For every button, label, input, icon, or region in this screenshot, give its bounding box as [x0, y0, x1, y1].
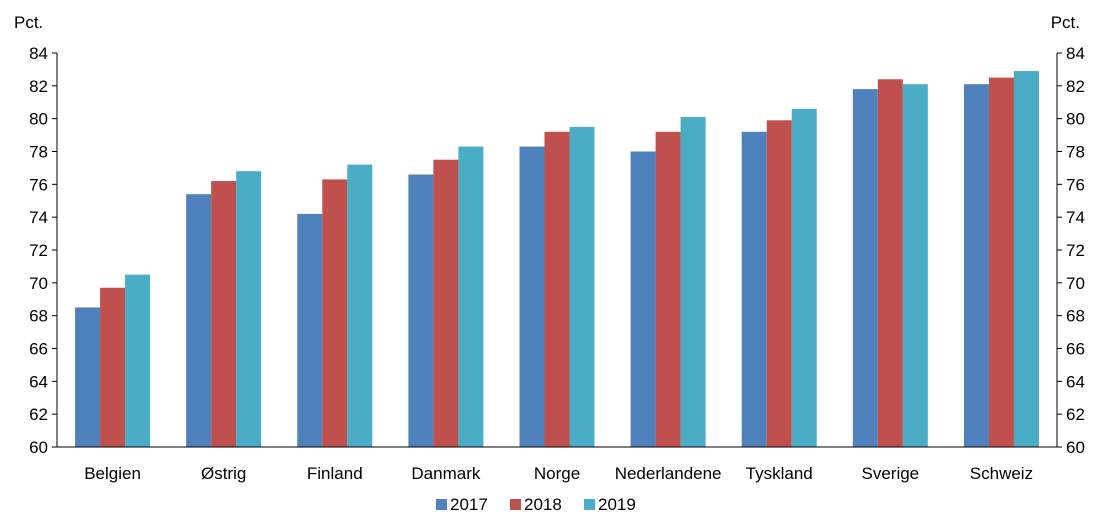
y-tick-label-left-62: 62 [29, 405, 48, 424]
bar-2019-nederlandene [680, 117, 706, 448]
legend: 2017 2018 2019 [436, 495, 636, 514]
y-tick-label-left-82: 82 [29, 77, 48, 96]
y-tick-label-left-76: 76 [29, 175, 48, 194]
y-tick-label-right-60: 60 [1066, 438, 1085, 457]
x-tick-label-finland: Finland [307, 464, 363, 483]
y-axis-label-right: Pct. [1051, 13, 1080, 32]
bar-2018-schweiz [988, 77, 1014, 447]
y-tick-label-right-70: 70 [1066, 274, 1085, 293]
y-tick-label-left-66: 66 [29, 340, 48, 359]
y-tick-label-right-78: 78 [1066, 143, 1085, 162]
bar-2019-belgien [125, 274, 151, 447]
y-tick-label-right-80: 80 [1066, 110, 1085, 129]
bar-2017-norge [519, 146, 545, 447]
bar-2018-sverige [877, 79, 903, 448]
y-tick-label-left-64: 64 [29, 372, 48, 391]
bar-2019-østrig [236, 171, 262, 447]
y-tick-label-right-68: 68 [1066, 307, 1085, 326]
bar-2018-tyskland [766, 120, 792, 447]
y-tick-label-right-66: 66 [1066, 340, 1085, 359]
bar-2017-østrig [186, 194, 212, 447]
x-tick-label-danmark: Danmark [411, 464, 480, 483]
y-tick-label-left-70: 70 [29, 274, 48, 293]
bar-2017-finland [297, 213, 323, 447]
y-tick-label-right-62: 62 [1066, 405, 1085, 424]
legend-label-2019: 2019 [598, 495, 636, 514]
bar-2017-danmark [408, 174, 434, 447]
x-tick-label-belgien: Belgien [84, 464, 141, 483]
bar-2018-norge [544, 131, 570, 448]
legend-label-2018: 2018 [524, 495, 562, 514]
y-tick-label-right-72: 72 [1066, 241, 1085, 260]
bar-2017-sverige [852, 89, 878, 447]
bar-2018-finland [322, 179, 348, 448]
bars-layer [75, 71, 1039, 448]
x-tick-label-nederlandene: Nederlandene [615, 464, 722, 483]
x-tick-label-østrig: Østrig [201, 464, 246, 483]
bar-2019-finland [347, 164, 373, 447]
legend-swatch-2017 [436, 499, 447, 510]
bar-2017-nederlandene [630, 151, 656, 447]
bar-2018-danmark [433, 159, 459, 448]
y-tick-label-left-78: 78 [29, 143, 48, 162]
y-tick-label-left-80: 80 [29, 110, 48, 129]
y-tick-label-left-60: 60 [29, 438, 48, 457]
x-tick-label-schweiz: Schweiz [970, 464, 1033, 483]
y-tick-label-right-84: 84 [1066, 44, 1085, 63]
bar-2018-østrig [211, 181, 237, 448]
y-tick-label-right-74: 74 [1066, 208, 1085, 227]
bar-2019-tyskland [791, 108, 817, 448]
x-tick-label-sverige: Sverige [862, 464, 920, 483]
y-tick-label-left-84: 84 [29, 44, 48, 63]
bar-2017-tyskland [741, 131, 767, 448]
bar-2019-sverige [902, 84, 928, 448]
bar-2019-schweiz [1013, 71, 1039, 447]
bar-2019-danmark [458, 146, 484, 447]
x-tick-label-norge: Norge [534, 464, 580, 483]
y-tick-label-right-64: 64 [1066, 372, 1085, 391]
y-tick-label-left-68: 68 [29, 307, 48, 326]
legend-swatch-2019 [584, 499, 595, 510]
legend-label-2017: 2017 [450, 495, 488, 514]
axes-layer: 60 60 62 62 64 64 66 66 68 68 70 70 72 72 74 74 76 76 78 78… [29, 44, 1085, 483]
bar-2017-belgien [75, 307, 101, 447]
bar-2018-belgien [100, 287, 126, 447]
y-tick-label-right-76: 76 [1066, 175, 1085, 194]
y-tick-label-left-74: 74 [29, 208, 48, 227]
bar-2019-norge [569, 126, 595, 447]
y-tick-label-left-72: 72 [29, 241, 48, 260]
bar-2017-schweiz [963, 84, 989, 448]
y-axis-label-left: Pct. [14, 13, 43, 32]
bar-2018-nederlandene [655, 131, 681, 448]
legend-swatch-2018 [510, 499, 521, 510]
y-tick-label-right-82: 82 [1066, 77, 1085, 96]
x-tick-label-tyskland: Tyskland [746, 464, 813, 483]
